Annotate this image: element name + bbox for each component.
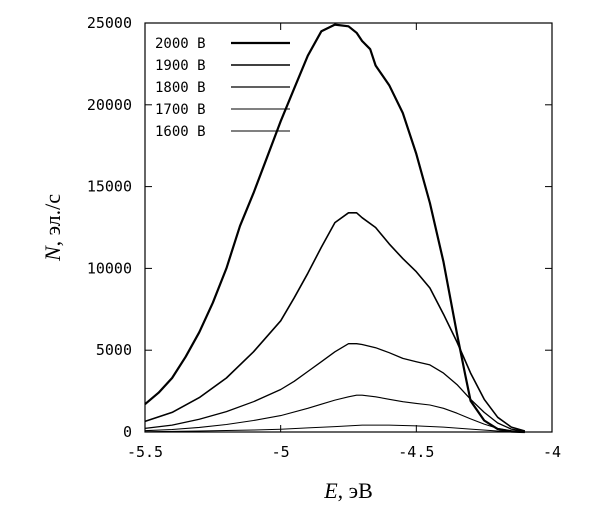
- legend: 2000 В 1900 В 1800 В 1700 В 1600 В: [155, 36, 290, 140]
- series-line-2: [144, 212, 526, 432]
- y-tick-label: 15000: [87, 178, 132, 196]
- x-tick-label: -5: [272, 443, 290, 461]
- legend-label: 2000 В: [155, 36, 206, 52]
- y-tick-label: 10000: [87, 259, 132, 277]
- x-axis-unit: , эВ: [338, 478, 373, 503]
- y-axis-label: N, эл./с: [40, 194, 65, 262]
- y-axis-variable: N: [40, 245, 65, 262]
- series-layer: [144, 23, 526, 434]
- series-line-3: [144, 343, 526, 432]
- series-line-4: [144, 394, 525, 433]
- legend-label: 1700 В: [155, 102, 206, 118]
- legend-label: 1800 В: [155, 80, 206, 96]
- legend-label: 1900 В: [155, 58, 206, 74]
- series-line-5: [144, 424, 525, 433]
- y-axis-unit: , эл./с: [40, 194, 65, 247]
- series-line-1: [144, 23, 525, 434]
- x-tick-label: -4.5: [398, 443, 434, 461]
- x-tick-label: -5.5: [127, 443, 163, 461]
- y-tick-label: 20000: [87, 96, 132, 114]
- legend-label: 1600 В: [155, 124, 206, 140]
- y-tick-label: 25000: [87, 14, 132, 32]
- x-axis-variable: E: [323, 478, 338, 503]
- x-axis-label: E, эВ: [323, 478, 373, 503]
- plot-frame: [144, 22, 553, 433]
- ticks-layer: -5.5 -5 -4.5 -4 0 5000 10000 15000 20000 25000: [87, 14, 561, 461]
- x-tick-label: -4: [543, 443, 561, 461]
- y-tick-label: 5000: [96, 341, 132, 359]
- y-tick-label: 0: [123, 423, 132, 441]
